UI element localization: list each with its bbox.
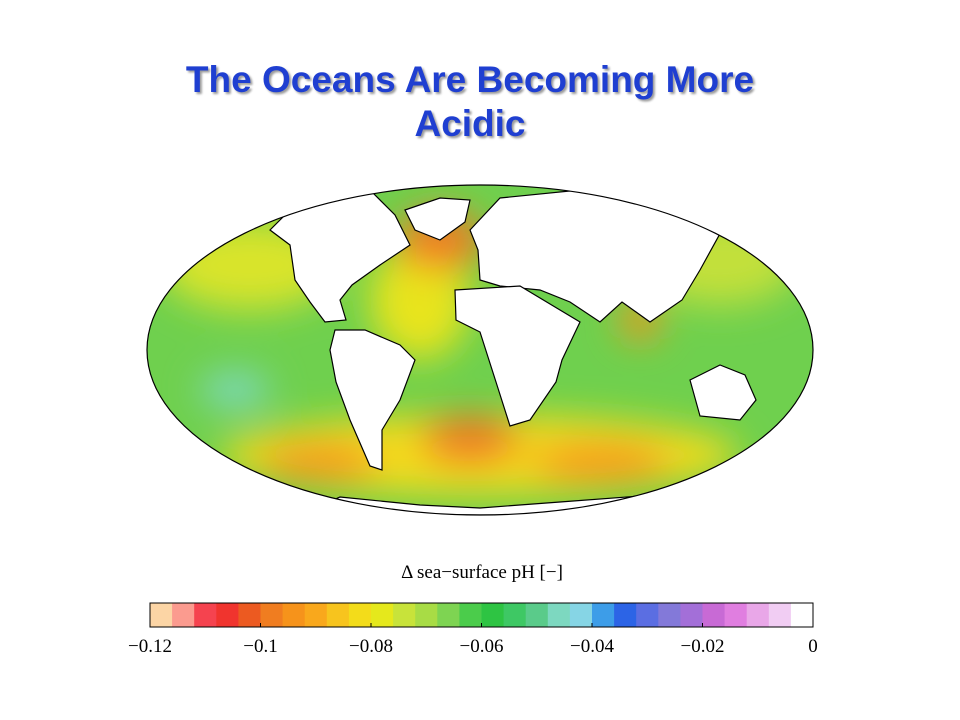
colorbar-segment (569, 603, 593, 627)
colorbar-segment (415, 603, 438, 627)
colorbar-tick-label: −0.02 (681, 636, 725, 657)
colorbar-tick-label: −0.04 (570, 636, 614, 657)
colorbar-segment (636, 603, 659, 627)
colorbar-segment (658, 603, 681, 627)
colorbar-segment (194, 603, 217, 627)
colorbar-segment (746, 603, 770, 627)
colorbar-tick-label: −0.1 (243, 636, 277, 657)
colorbar-segment (724, 603, 748, 627)
colorbar-segment (592, 603, 615, 627)
colorbar-segment (393, 603, 416, 627)
colorbar-segment (260, 603, 284, 627)
colorbar-segment (150, 603, 173, 627)
colorbar-segment (172, 603, 195, 627)
colorbar-tick-label: −0.12 (128, 636, 172, 657)
colorbar-segment (614, 603, 637, 627)
slide-title: The Oceans Are Becoming More Acidic (185, 59, 755, 144)
colorbar-segment (304, 603, 328, 627)
colorbar-segment (503, 603, 527, 627)
colorbar-segment (371, 603, 394, 627)
colorbar-segment (348, 603, 372, 627)
colorbar-segment (216, 603, 239, 627)
colorbar: −0.12 −0.1 −0.08 −0.06 −0.04 −0.02 0 (128, 602, 818, 657)
colorbar-segment (238, 603, 261, 627)
colorbar-segment (525, 603, 549, 627)
colorbar-segment (481, 603, 505, 627)
colorbar-label: Δ sea−surface pH [−] (401, 562, 563, 583)
colorbar-segment (702, 603, 726, 627)
colorbar-segment (680, 603, 703, 627)
colorbar-segment (437, 603, 460, 627)
colorbar-segment (790, 603, 814, 627)
colorbar-tick-label: 0 (808, 636, 818, 657)
colorbar-segment (768, 603, 792, 627)
colorbar-segment (547, 603, 571, 627)
map-border (146, 184, 814, 516)
colorbar-tick-label: −0.08 (349, 636, 393, 657)
colorbar-tick-label: −0.06 (460, 636, 504, 657)
colorbar-segment (326, 603, 350, 627)
colorbar-segment (459, 603, 482, 627)
colorbar-segment (282, 603, 306, 627)
map (147, 185, 813, 515)
